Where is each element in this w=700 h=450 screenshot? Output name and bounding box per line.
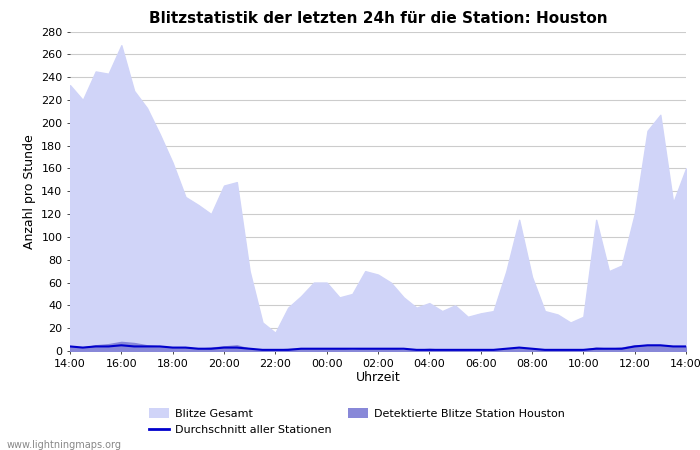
Y-axis label: Anzahl pro Stunde: Anzahl pro Stunde [22,134,36,248]
Title: Blitzstatistik der letzten 24h für die Station: Houston: Blitzstatistik der letzten 24h für die S… [148,11,608,26]
Legend: Blitze Gesamt, Durchschnitt aller Stationen, Detektierte Blitze Station Houston: Blitze Gesamt, Durchschnitt aller Statio… [150,408,565,435]
Text: www.lightningmaps.org: www.lightningmaps.org [7,440,122,450]
X-axis label: Uhrzeit: Uhrzeit [356,371,400,384]
